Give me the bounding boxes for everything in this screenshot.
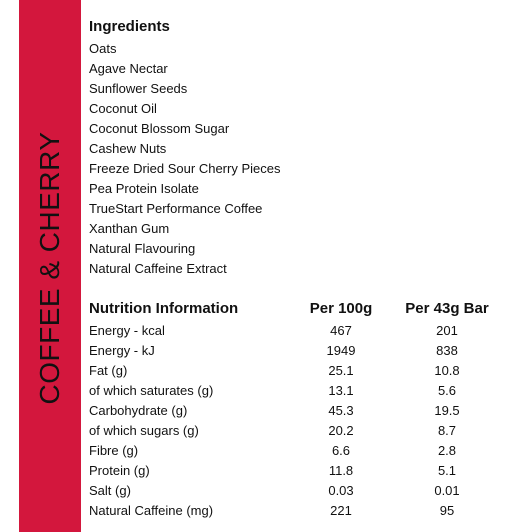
per-100g-value: 467 bbox=[330, 323, 352, 338]
nutrient-label: Energy - kJ bbox=[89, 343, 155, 358]
ingredients-section: Ingredients Oats Agave Nectar Sunflower … bbox=[89, 18, 509, 279]
table-row: Protein (g) 11.8 5.1 bbox=[89, 461, 509, 481]
nutrient-label: Fibre (g) bbox=[89, 443, 139, 458]
per-100g-value: 45.3 bbox=[328, 403, 354, 418]
table-row: Fat (g) 25.1 10.8 bbox=[89, 361, 509, 381]
ingredient-item: Sunflower Seeds bbox=[89, 81, 188, 96]
table-row: of which saturates (g) 13.1 5.6 bbox=[89, 381, 509, 401]
nutrition-header-row: Nutrition Information Per 100g Per 43g B… bbox=[89, 299, 509, 321]
ingredient-item: Cashew Nuts bbox=[89, 141, 167, 156]
per-bar-value: 0.01 bbox=[434, 483, 460, 498]
nutrient-label: Carbohydrate (g) bbox=[89, 403, 188, 418]
per-100g-value: 0.03 bbox=[328, 483, 354, 498]
per-100g-value: 25.1 bbox=[328, 363, 354, 378]
nutrient-label: Fat (g) bbox=[89, 363, 128, 378]
per-bar-header: Per 43g Bar bbox=[405, 300, 489, 317]
table-row: Energy - kcal 467 201 bbox=[89, 321, 509, 341]
nutrient-label: Salt (g) bbox=[89, 483, 131, 498]
nutrition-section: Nutrition Information Per 100g Per 43g B… bbox=[89, 299, 509, 521]
per-bar-value: 201 bbox=[436, 323, 458, 338]
ingredient-item: Agave Nectar bbox=[89, 61, 168, 76]
ingredient-list: Oats Agave Nectar Sunflower Seeds Coconu… bbox=[89, 39, 509, 279]
per-bar-value: 5.1 bbox=[437, 463, 457, 478]
per-100g-value: 1949 bbox=[326, 343, 356, 358]
table-row: Natural Caffeine (mg) 221 95 bbox=[89, 501, 509, 521]
per-bar-value: 95 bbox=[439, 503, 455, 518]
product-title: COFFEE & CHERRY bbox=[34, 131, 65, 405]
per-bar-value: 838 bbox=[436, 343, 458, 358]
product-title-band: COFFEE & CHERRY bbox=[19, 0, 81, 532]
per-bar-value: 2.8 bbox=[437, 443, 457, 458]
table-row: Carbohydrate (g) 45.3 19.5 bbox=[89, 401, 509, 421]
ingredient-item: Natural Flavouring bbox=[89, 241, 196, 256]
nutrition-heading: Nutrition Information bbox=[89, 300, 239, 317]
per-100g-value: 6.6 bbox=[331, 443, 351, 458]
table-row: Energy - kJ 1949 838 bbox=[89, 341, 509, 361]
nutrient-label: Natural Caffeine (mg) bbox=[89, 503, 214, 518]
ingredient-item: Pea Protein Isolate bbox=[89, 181, 199, 196]
ingredient-item: Natural Caffeine Extract bbox=[89, 261, 227, 276]
nutrient-label: Energy - kcal bbox=[89, 323, 165, 338]
per-100g-value: 20.2 bbox=[328, 423, 354, 438]
ingredient-item: TrueStart Performance Coffee bbox=[89, 201, 263, 216]
table-row: of which sugars (g) 20.2 8.7 bbox=[89, 421, 509, 441]
table-row: Salt (g) 0.03 0.01 bbox=[89, 481, 509, 501]
nutrient-label: Protein (g) bbox=[89, 463, 150, 478]
per-bar-value: 8.7 bbox=[437, 423, 457, 438]
ingredient-item: Coconut Oil bbox=[89, 101, 157, 116]
nutrient-label: of which saturates (g) bbox=[89, 383, 214, 398]
ingredients-heading: Ingredients bbox=[89, 18, 170, 35]
ingredient-item: Coconut Blossom Sugar bbox=[89, 121, 230, 136]
nutrient-label: of which sugars (g) bbox=[89, 423, 199, 438]
per-100g-value: 11.8 bbox=[328, 463, 354, 478]
ingredient-item: Oats bbox=[89, 41, 117, 56]
ingredient-item: Freeze Dried Sour Cherry Pieces bbox=[89, 161, 281, 176]
ingredient-item: Xanthan Gum bbox=[89, 221, 170, 236]
per-bar-value: 10.8 bbox=[434, 363, 460, 378]
per-100g-value: 13.1 bbox=[328, 383, 354, 398]
per-bar-value: 5.6 bbox=[437, 383, 457, 398]
per-100g-value: 221 bbox=[330, 503, 352, 518]
nutrition-table: Nutrition Information Per 100g Per 43g B… bbox=[89, 299, 509, 521]
per-bar-value: 19.5 bbox=[434, 403, 460, 418]
per-100g-header: Per 100g bbox=[309, 300, 373, 317]
table-row: Fibre (g) 6.6 2.8 bbox=[89, 441, 509, 461]
